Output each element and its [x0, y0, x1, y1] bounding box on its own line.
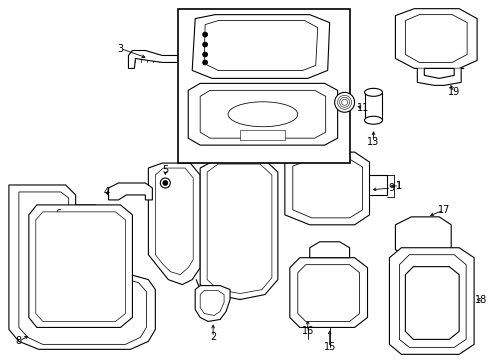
Polygon shape — [200, 291, 224, 315]
Polygon shape — [395, 9, 476, 68]
Text: 2: 2 — [209, 332, 216, 342]
Polygon shape — [297, 265, 359, 321]
Polygon shape — [285, 152, 369, 225]
Polygon shape — [128, 50, 178, 68]
Polygon shape — [405, 15, 466, 62]
Text: 18: 18 — [474, 294, 486, 305]
Text: 16: 16 — [301, 327, 313, 336]
Polygon shape — [200, 160, 277, 300]
Text: 6: 6 — [56, 209, 61, 219]
Ellipse shape — [227, 102, 297, 127]
Circle shape — [160, 178, 170, 188]
Polygon shape — [399, 255, 465, 347]
Text: 10: 10 — [251, 143, 264, 153]
Polygon shape — [148, 163, 200, 285]
Polygon shape — [207, 164, 271, 293]
Text: 19: 19 — [447, 87, 459, 97]
Text: 11: 11 — [357, 103, 369, 113]
Polygon shape — [424, 68, 453, 78]
Text: 1: 1 — [396, 181, 402, 191]
Circle shape — [334, 92, 354, 112]
Polygon shape — [192, 15, 329, 78]
Polygon shape — [200, 90, 325, 138]
Text: 17: 17 — [437, 205, 449, 215]
Polygon shape — [289, 258, 367, 328]
Polygon shape — [309, 242, 349, 258]
Polygon shape — [155, 168, 193, 275]
Polygon shape — [188, 84, 337, 145]
Polygon shape — [9, 185, 155, 349]
Circle shape — [202, 60, 207, 65]
Circle shape — [339, 97, 349, 107]
Text: 15: 15 — [323, 342, 335, 352]
Polygon shape — [195, 285, 229, 321]
Polygon shape — [292, 159, 362, 218]
Circle shape — [202, 52, 207, 57]
Text: 5: 5 — [162, 165, 168, 175]
Polygon shape — [203, 21, 317, 71]
Text: 7: 7 — [115, 263, 122, 273]
Text: 9: 9 — [387, 183, 394, 193]
Text: 4: 4 — [103, 187, 109, 197]
Circle shape — [202, 42, 207, 47]
Polygon shape — [413, 68, 463, 85]
Text: 12: 12 — [319, 140, 331, 150]
Polygon shape — [405, 267, 458, 339]
Text: 14: 14 — [211, 93, 224, 103]
Bar — [240, 130, 285, 140]
Text: 1: 1 — [396, 181, 402, 191]
Ellipse shape — [364, 116, 382, 124]
Polygon shape — [19, 192, 146, 345]
Text: 3: 3 — [117, 44, 123, 54]
Ellipse shape — [364, 88, 382, 96]
Polygon shape — [29, 205, 132, 328]
Bar — [178, 9, 349, 163]
Polygon shape — [68, 205, 101, 224]
Circle shape — [163, 180, 167, 185]
Polygon shape — [388, 248, 473, 354]
Polygon shape — [395, 217, 450, 258]
Circle shape — [202, 32, 207, 37]
Text: 13: 13 — [366, 137, 379, 147]
Polygon shape — [36, 212, 125, 321]
Text: 8: 8 — [16, 336, 22, 346]
Polygon shape — [108, 183, 152, 200]
Polygon shape — [79, 228, 118, 262]
